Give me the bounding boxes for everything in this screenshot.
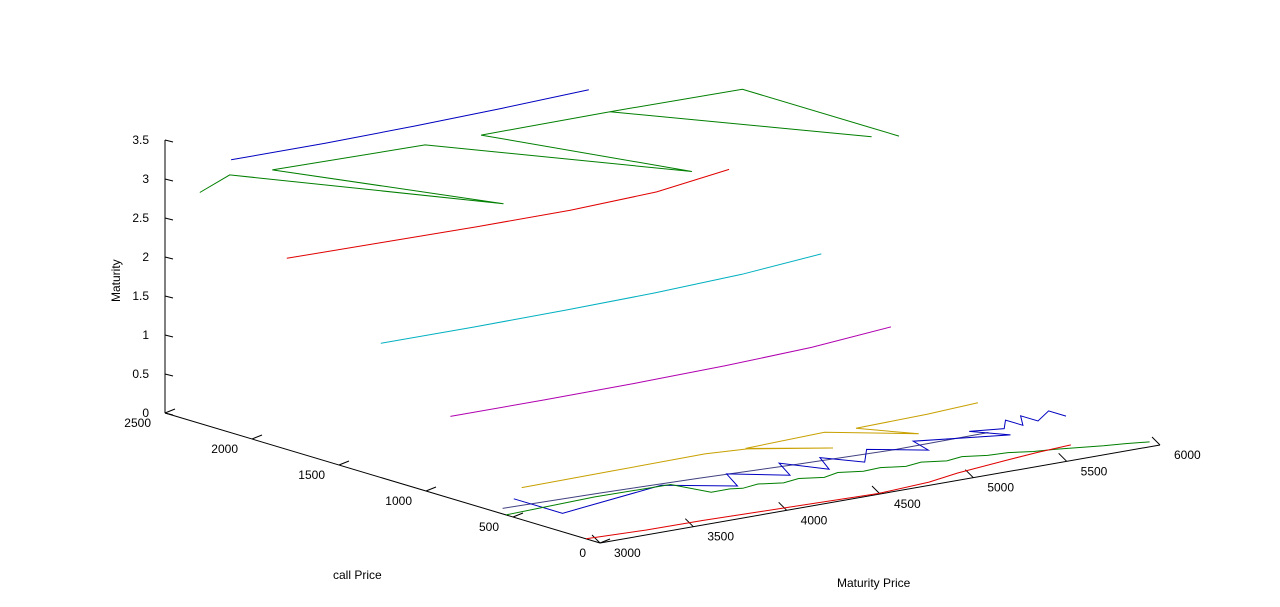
z-axis-label: Maturity bbox=[109, 259, 123, 302]
y-tick-label-1500: 1500 bbox=[298, 468, 325, 482]
z-tick-label-2.5: 2.5 bbox=[132, 211, 149, 225]
series-line-maturity-0.01-blue bbox=[513, 410, 1067, 514]
x-tick-label-3500: 3500 bbox=[707, 530, 734, 544]
z-tick-3 bbox=[164, 178, 174, 182]
z-tick-label-3.5: 3.5 bbox=[132, 133, 149, 147]
y-tick-label-2500: 2500 bbox=[124, 416, 151, 430]
y-axis-label: call Price bbox=[333, 568, 382, 582]
series-line-maturity-1.72 bbox=[380, 253, 822, 344]
x-tick-label-5000: 5000 bbox=[987, 481, 1014, 495]
series-line-maturity-0.0-green bbox=[505, 441, 1150, 516]
y-axis-line bbox=[164, 412, 601, 544]
y-tick-500 bbox=[512, 512, 524, 518]
y-tick-label-0: 0 bbox=[579, 546, 586, 560]
y-tick-label-2000: 2000 bbox=[211, 442, 238, 456]
z-tick-0.5 bbox=[164, 373, 174, 377]
x-tick-label-3000: 3000 bbox=[614, 546, 641, 560]
x-tick-label-5500: 5500 bbox=[1081, 464, 1108, 478]
series-line-maturity-0.0-red bbox=[586, 444, 1072, 540]
x-tick-label-4000: 4000 bbox=[801, 513, 828, 527]
x-tick-4500 bbox=[871, 485, 881, 495]
x-axis-label: Maturity Price bbox=[837, 576, 911, 590]
x-tick-4000 bbox=[778, 501, 788, 511]
y-tick-2500 bbox=[164, 408, 176, 414]
z-tick-3.5 bbox=[164, 139, 174, 143]
z-tick-label-0.5: 0.5 bbox=[132, 367, 149, 381]
x-tick-6000 bbox=[1151, 436, 1161, 446]
z-tick-2.5 bbox=[164, 217, 174, 221]
y-tick-2000 bbox=[251, 434, 263, 440]
z-tick-label-3: 3 bbox=[142, 172, 149, 186]
z-tick-label-1.5: 1.5 bbox=[132, 289, 149, 303]
x-tick-3000 bbox=[591, 534, 601, 544]
series-line-maturity-1.05 bbox=[450, 326, 892, 417]
tick-marks bbox=[164, 139, 1161, 544]
z-tick-2 bbox=[164, 256, 174, 260]
series-line-maturity-0.41 bbox=[521, 402, 979, 489]
series-line-maturity-2.45 bbox=[286, 168, 730, 259]
series-line-maturity-2.96 bbox=[199, 88, 900, 205]
z-tick-0 bbox=[164, 412, 174, 416]
data-series bbox=[199, 88, 1150, 540]
x-tick-label-4500: 4500 bbox=[894, 497, 921, 511]
series-line-maturity-0.07 bbox=[502, 432, 989, 509]
y-tick-1000 bbox=[425, 486, 437, 492]
y-tick-0 bbox=[599, 538, 611, 544]
x-tick-label-6000: 6000 bbox=[1174, 448, 1201, 462]
y-tick-1500 bbox=[338, 460, 350, 466]
tick-labels: 3000 3500 4000 4500 5000 5500 6000 0 500 1000 1500… bbox=[124, 133, 1201, 560]
z-tick-1 bbox=[164, 334, 174, 338]
z-tick-1.5 bbox=[164, 295, 174, 299]
y-tick-label-500: 500 bbox=[479, 520, 499, 534]
z-tick-label-1: 1 bbox=[142, 328, 149, 342]
y-tick-label-1000: 1000 bbox=[385, 494, 412, 508]
x-tick-5500 bbox=[1058, 452, 1068, 462]
series-line-maturity-3.5 bbox=[231, 89, 589, 161]
z-tick-label-2: 2 bbox=[142, 250, 149, 264]
z-tick-label-0: 0 bbox=[142, 406, 149, 420]
